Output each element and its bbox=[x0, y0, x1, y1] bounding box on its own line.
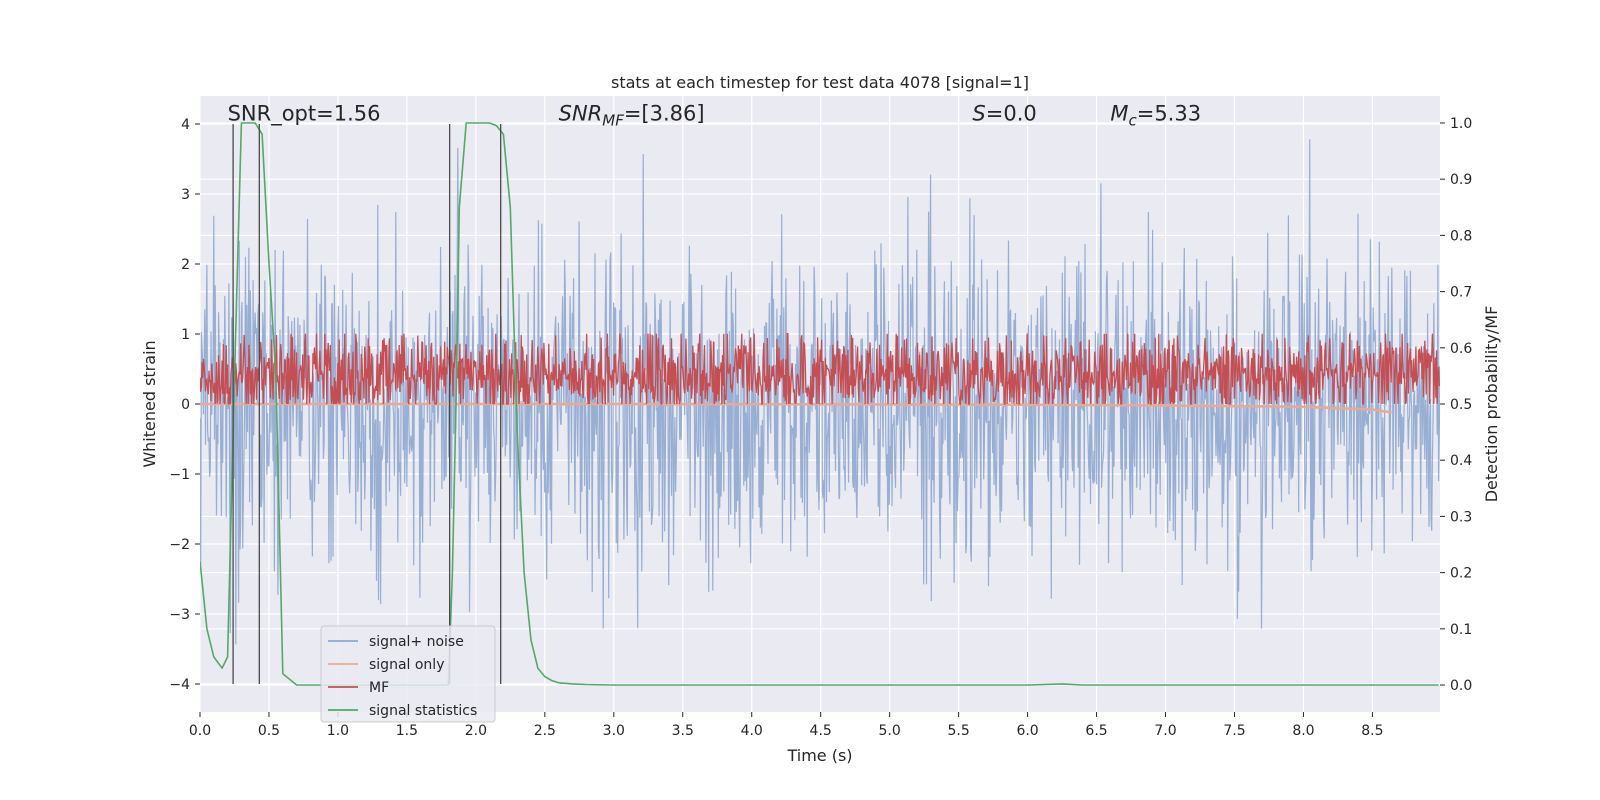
y-axis-label: Whitened strain bbox=[140, 340, 159, 467]
x-tick-label: 8.0 bbox=[1292, 723, 1314, 739]
y-tick-label: −4 bbox=[169, 677, 190, 693]
y-tick-label: 0 bbox=[181, 397, 190, 413]
y2-tick-label: 0.4 bbox=[1450, 453, 1472, 469]
plot-area bbox=[200, 122, 1440, 686]
y2-tick-label: 0.7 bbox=[1450, 285, 1472, 301]
x-tick-label: 6.0 bbox=[1016, 723, 1038, 739]
legend-label-mf: MF bbox=[369, 680, 389, 696]
x-tick-label: 1.0 bbox=[327, 723, 349, 739]
x-tick-label: 7.5 bbox=[1223, 723, 1245, 739]
series-line-signal-only bbox=[200, 402, 1392, 414]
vertical-lines bbox=[232, 124, 502, 684]
x-tick-label: 2.5 bbox=[534, 723, 556, 739]
y2-tick-label: 1.0 bbox=[1450, 116, 1472, 132]
annotation-snr-mf-3-86: SNRMF=[3.86] bbox=[559, 102, 705, 130]
chart-title: stats at each timestep for test data 407… bbox=[611, 73, 1029, 92]
legend-box bbox=[320, 625, 496, 723]
x-tick-label: 3.5 bbox=[672, 723, 694, 739]
x-tick-label: 8.5 bbox=[1361, 723, 1383, 739]
x-axis-label: Time (s) bbox=[786, 746, 852, 765]
y2-tick-label: 0.0 bbox=[1450, 678, 1472, 694]
legend-label-signal-only: signal only bbox=[369, 657, 444, 673]
y2-tick-label: 0.1 bbox=[1450, 622, 1472, 638]
ticks: 0.0 0.5 1.0 1.5 2.0 2.5 3.0 3.5 4.0 4.5 5.0 5.5 6.0 6… bbox=[169, 116, 1472, 739]
x-tick-label: 4.5 bbox=[810, 723, 832, 739]
y2-tick-label: 0.2 bbox=[1450, 566, 1472, 582]
legend: signal+ noise signal only MF signal statist… bbox=[320, 625, 496, 723]
legend-label-signal-noise: signal+ noise bbox=[369, 634, 464, 650]
x-tick-label: 6.5 bbox=[1085, 723, 1107, 739]
legend-label-signal-statistics: signal statistics bbox=[369, 703, 477, 719]
y-tick-label: 1 bbox=[181, 327, 190, 343]
y-tick-label: −3 bbox=[169, 607, 190, 623]
x-tick-label: 0.5 bbox=[258, 723, 280, 739]
y2-tick-label: 0.8 bbox=[1450, 228, 1472, 244]
y2-tick-label: 0.5 bbox=[1450, 397, 1472, 413]
annotations: SNR_opt=1.56 SNRMF=[3.86] S=0.0 Mc=5.33 bbox=[228, 102, 1201, 130]
x-tick-label: 5.0 bbox=[879, 723, 901, 739]
y2-axis-label: Detection probability/MF bbox=[1482, 306, 1501, 503]
y2-tick-label: 0.6 bbox=[1450, 341, 1472, 357]
y-tick-label: 4 bbox=[181, 117, 190, 133]
series-line-signal-statistics bbox=[200, 122, 1439, 686]
x-tick-label: 2.0 bbox=[465, 723, 487, 739]
annotation-s-0-0: S=0.0 bbox=[972, 102, 1036, 126]
y2-tick-label: 0.3 bbox=[1450, 509, 1472, 525]
annotation-snr-opt-1-56: SNR_opt=1.56 bbox=[228, 102, 381, 127]
x-tick-label: 7.0 bbox=[1154, 723, 1176, 739]
y-tick-label: 3 bbox=[181, 187, 190, 203]
series-line-mf bbox=[200, 333, 1440, 406]
x-tick-label: 5.5 bbox=[947, 723, 969, 739]
y-tick-label: −1 bbox=[169, 467, 190, 483]
x-tick-label: 0.0 bbox=[189, 723, 211, 739]
y-tick-label: 2 bbox=[181, 257, 190, 273]
x-tick-label: 1.5 bbox=[396, 723, 418, 739]
y-tick-label: −2 bbox=[169, 537, 190, 553]
x-tick-label: 3.0 bbox=[603, 723, 625, 739]
series-layer bbox=[200, 122, 1440, 686]
y2-tick-label: 0.9 bbox=[1450, 172, 1472, 188]
x-tick-label: 4.0 bbox=[741, 723, 763, 739]
annotation-m-c-5-33: Mc=5.33 bbox=[1110, 102, 1201, 130]
